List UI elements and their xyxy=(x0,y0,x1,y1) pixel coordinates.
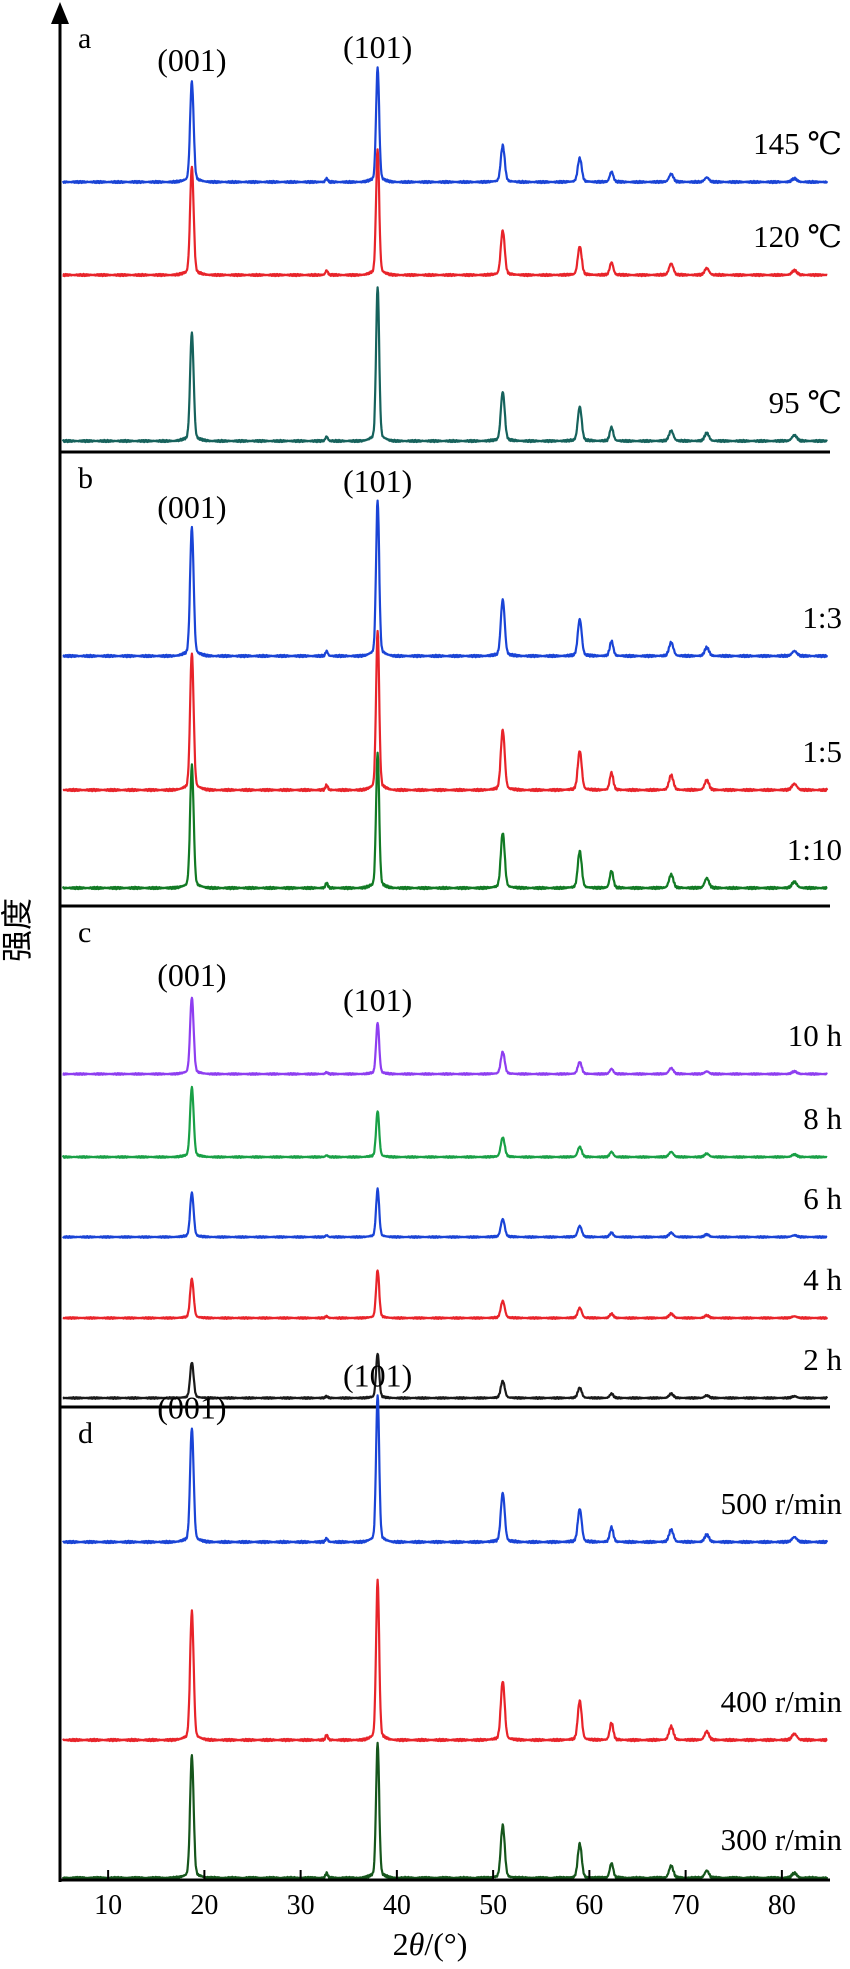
x-axis-title-prefix: 2 xyxy=(393,1926,409,1962)
series-label: 95 ℃ xyxy=(769,385,842,420)
series-label: 1:3 xyxy=(802,600,842,635)
series-label: 8 h xyxy=(803,1101,842,1136)
x-tick-label: 50 xyxy=(479,1890,507,1921)
x-tick-label: 10 xyxy=(94,1890,122,1921)
panel-a: a (001) (101) 145 ℃ 120 ℃ 95 ℃ xyxy=(60,22,842,454)
plot-area: a (001) (101) 145 ℃ 120 ℃ 95 ℃ b (001) (101) 1:3 1… xyxy=(60,22,843,1882)
panel-label: a xyxy=(78,22,91,55)
x-tick-label: 30 xyxy=(287,1890,315,1921)
x-tick-label: 70 xyxy=(672,1890,700,1921)
peak-label: (101) xyxy=(343,982,412,1018)
series-label: 1:5 xyxy=(802,734,842,769)
x-axis-title-theta: θ xyxy=(409,1926,425,1962)
series-trace xyxy=(61,751,828,891)
series-label: 1:10 xyxy=(787,832,842,867)
series-trace xyxy=(62,499,829,659)
series-label: 400 r/min xyxy=(721,1684,843,1719)
panel-label: d xyxy=(78,1417,93,1450)
x-axis-title-unit: /(°) xyxy=(424,1926,467,1962)
x-axis-title: 2θ/(°) xyxy=(393,1926,468,1962)
peak-label: (101) xyxy=(343,463,412,499)
series-trace xyxy=(62,1394,829,1545)
series-label: 120 ℃ xyxy=(753,219,842,254)
series-trace xyxy=(62,996,828,1076)
panel-c: c (001) (101) 10 h 8 h 6 h 4 h 2 h xyxy=(60,916,843,1409)
panel-b: b (001) (101) 1:3 1:5 1:10 xyxy=(60,462,842,908)
series-trace xyxy=(61,1085,828,1159)
x-tick-label: 80 xyxy=(768,1890,796,1921)
x-tick-label: 20 xyxy=(190,1890,218,1921)
series-label: 2 h xyxy=(803,1342,842,1377)
series-trace xyxy=(62,148,828,278)
series-trace xyxy=(61,1741,829,1881)
series-trace xyxy=(61,66,829,185)
y-axis-arrow xyxy=(51,2,69,24)
x-tick-label: 60 xyxy=(575,1890,603,1921)
series-trace xyxy=(62,1187,828,1239)
peak-label: (101) xyxy=(343,29,412,65)
peak-label: (001) xyxy=(157,1389,226,1425)
peak-label: (001) xyxy=(157,489,226,525)
peak-label: (101) xyxy=(343,1357,412,1393)
y-axis-title: 强度 xyxy=(0,898,35,962)
series-label: 10 h xyxy=(788,1018,843,1053)
series-label: 300 r/min xyxy=(721,1822,843,1857)
series-label: 6 h xyxy=(803,1181,842,1216)
series-label: 145 ℃ xyxy=(753,126,842,161)
x-tick-label: 40 xyxy=(383,1890,411,1921)
peak-label: (001) xyxy=(157,957,226,993)
panel-label: b xyxy=(78,462,93,495)
panel-d: d (001) (101) 500 r/min 400 r/min 300 r/min xyxy=(60,1357,843,1882)
series-trace xyxy=(62,629,829,793)
panel-label: c xyxy=(78,916,91,949)
series-label: 4 h xyxy=(803,1262,842,1297)
peak-label: (001) xyxy=(157,42,226,78)
series-label: 500 r/min xyxy=(721,1486,843,1521)
series-trace xyxy=(62,1578,828,1743)
series-trace xyxy=(62,1269,829,1320)
series-trace xyxy=(61,286,828,444)
axes: 10 20 30 40 50 60 70 80 xyxy=(51,2,796,1921)
series-trace xyxy=(62,1352,829,1400)
